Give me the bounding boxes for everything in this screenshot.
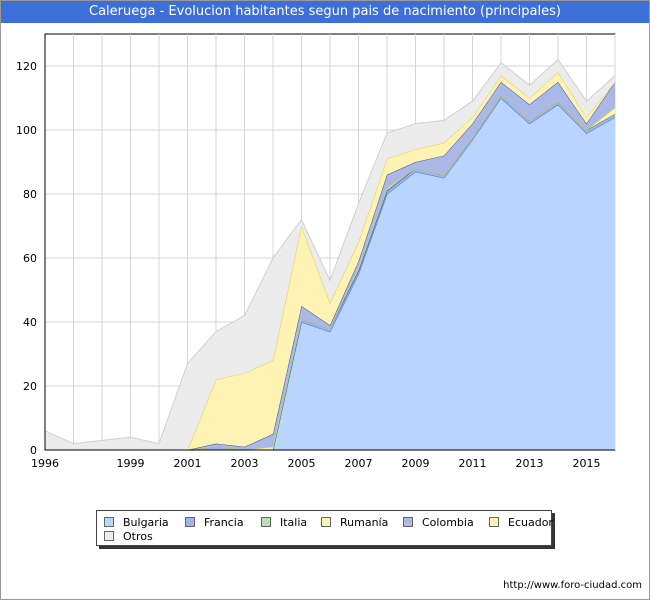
legend-item-ecuador: Ecuador	[489, 516, 553, 530]
x-tick-label: 2013	[516, 457, 544, 470]
legend-label: Francia	[204, 516, 244, 529]
legend-label: Ecuador	[508, 516, 553, 529]
axes: 0 20 40 60 80 100 120 1996 1999 2001 2003 2005 2007 2…	[16, 34, 615, 470]
legend-item-colombia: Colombia	[403, 516, 474, 530]
x-tick-label: 2005	[288, 457, 316, 470]
chart-title: Caleruega - Evolucion habitantes segun p…	[1, 1, 649, 23]
x-tick-label: 2011	[459, 457, 487, 470]
x-tick-label: 1999	[117, 457, 145, 470]
y-tick-label: 100	[16, 124, 37, 137]
y-tick-label: 40	[23, 316, 37, 329]
legend-swatch	[489, 517, 499, 527]
area-bulgaria	[45, 98, 615, 450]
area-chart: 0 20 40 60 80 100 120 1996 1999 2001 2003 2005 2007 2…	[16, 33, 616, 470]
y-tick-label: 80	[23, 188, 37, 201]
x-tick-label: 1996	[31, 457, 59, 470]
legend-swatch	[104, 531, 114, 541]
legend-label: Bulgaria	[123, 516, 169, 529]
y-tick-label: 20	[23, 380, 37, 393]
legend: Bulgaria Francia Italia Rumanía Colombia…	[96, 510, 553, 546]
legend-swatch	[403, 517, 413, 527]
legend-swatch	[185, 517, 195, 527]
legend-label: Italia	[280, 516, 308, 529]
legend-label: Otros	[123, 530, 153, 543]
legend-item-otros: Otros	[104, 530, 153, 544]
legend-item-italia: Italia	[261, 516, 307, 530]
y-tick-label: 120	[16, 60, 37, 73]
legend-item-rumania: Rumanía	[321, 516, 388, 530]
y-tick-label: 0	[30, 444, 37, 457]
x-tick-label: 2009	[402, 457, 430, 470]
legend-swatch	[261, 517, 271, 527]
legend-item-bulgaria: Bulgaria	[104, 516, 169, 530]
source-link[interactable]: http://www.foro-ciudad.com	[503, 580, 642, 591]
legend-swatch	[104, 517, 114, 527]
y-tick-label: 60	[23, 252, 37, 265]
x-tick-label: 2001	[174, 457, 202, 470]
x-tick-label: 2015	[573, 457, 601, 470]
line-otros	[44, 58, 616, 445]
x-tick-label: 2003	[231, 457, 259, 470]
legend-label: Colombia	[422, 516, 474, 529]
legend-swatch	[321, 517, 331, 527]
legend-label: Rumanía	[340, 516, 389, 529]
legend-item-francia: Francia	[185, 516, 244, 530]
x-tick-label: 2007	[345, 457, 373, 470]
